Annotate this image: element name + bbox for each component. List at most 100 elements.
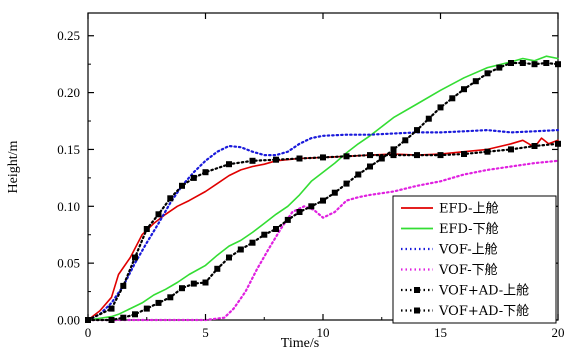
data-point (155, 299, 162, 306)
legend-marker (414, 307, 420, 314)
data-point (179, 285, 185, 292)
data-point (531, 61, 538, 68)
data-point (508, 60, 514, 66)
data-point (555, 140, 561, 147)
legend: EFD-上舱 EFD-下舱 VOF-上舱 VOF-下舱 VOF+AD-上舱 VOF+AD-… (392, 195, 557, 324)
series-2 (87, 55, 559, 321)
legend-item: VOF-上舱 (401, 243, 498, 258)
data-point (320, 154, 326, 161)
data-point (296, 209, 303, 215)
data-point (414, 152, 420, 159)
data-point (190, 280, 197, 287)
data-point (414, 127, 420, 134)
y-tick-label: 0.25 (57, 28, 80, 43)
data-point (402, 137, 409, 144)
x-tick-label: 20 (552, 325, 565, 340)
data-point (461, 151, 467, 157)
data-point (143, 305, 150, 312)
data-point (190, 174, 197, 181)
data-point (249, 239, 256, 246)
data-point (484, 148, 491, 155)
data-point (202, 169, 209, 176)
data-point (155, 211, 162, 218)
data-point (108, 305, 115, 312)
legend-label: EFD-上舱 (439, 202, 499, 217)
series-layer (85, 55, 561, 323)
data-point (472, 78, 479, 85)
legend-label: VOF-下舱 (438, 263, 498, 278)
x-tick-label: 5 (202, 325, 209, 340)
legend-label: EFD-下舱 (439, 222, 499, 237)
data-point (390, 152, 397, 159)
data-point (367, 163, 373, 170)
data-point (484, 70, 491, 77)
data-point (273, 156, 279, 163)
data-point (343, 180, 350, 187)
legend-box (392, 195, 557, 324)
data-point (120, 314, 127, 321)
y-tick-label: 0.00 (57, 313, 80, 328)
data-point (543, 60, 550, 66)
series-3 (86, 129, 560, 322)
series-6 (85, 60, 561, 323)
data-point (214, 265, 221, 272)
data-point (296, 155, 303, 162)
legend-label: VOF+AD-上舱 (438, 284, 529, 299)
data-point (261, 231, 268, 238)
legend-item: EFD-上舱 (401, 202, 499, 217)
data-point (425, 115, 432, 122)
data-point (437, 104, 444, 111)
series-line (86, 129, 560, 322)
data-point (390, 146, 397, 153)
legend-marker (414, 287, 420, 293)
data-point (496, 64, 503, 71)
data-point (108, 317, 115, 323)
data-point (179, 182, 185, 189)
legend-item: EFD-下舱 (401, 222, 499, 237)
x-tick-label: 10 (317, 325, 330, 340)
data-point (320, 197, 326, 204)
data-point (343, 153, 350, 160)
data-point (132, 311, 138, 318)
data-point (167, 195, 174, 202)
data-point (449, 95, 456, 102)
x-axis-title: Time/s (281, 336, 319, 351)
data-point (308, 203, 315, 210)
data-point (120, 282, 127, 289)
y-tick-label: 0.20 (57, 85, 80, 100)
legend-item: VOF-下舱 (401, 263, 498, 278)
series-line (87, 55, 559, 321)
axes-layer: 0 5 10 15 20 0.00 0.05 0.10 0.15 0.20 0.25 (57, 13, 565, 340)
data-point (508, 146, 514, 153)
data-point (237, 246, 244, 253)
legend-label: VOF+AD-下舱 (438, 304, 529, 319)
data-point (555, 61, 561, 68)
legend-item: VOF+AD-下舱 (401, 304, 529, 319)
series-5 (85, 140, 561, 323)
data-point (378, 155, 385, 162)
y-axis-title: Height/m (6, 140, 21, 193)
data-point (331, 189, 338, 196)
legend-label: VOF-上舱 (438, 243, 498, 258)
data-point (167, 294, 174, 301)
data-point (461, 86, 467, 93)
data-point (226, 161, 232, 168)
x-tick-label: 15 (434, 325, 447, 340)
data-point (355, 171, 362, 178)
x-tick-label: 0 (85, 325, 92, 340)
data-point (273, 226, 279, 232)
data-point (132, 254, 138, 261)
y-tick-label: 0.15 (57, 142, 80, 157)
data-point (202, 279, 209, 286)
data-point (437, 152, 444, 159)
data-point (143, 226, 150, 232)
y-tick-label: 0.10 (57, 199, 80, 214)
legend-item: VOF+AD-上舱 (401, 284, 529, 299)
data-point (284, 216, 291, 223)
series-line (86, 61, 560, 322)
y-tick-label: 0.05 (57, 256, 80, 271)
data-point (367, 152, 373, 159)
data-point (226, 254, 232, 261)
data-point (531, 143, 538, 149)
